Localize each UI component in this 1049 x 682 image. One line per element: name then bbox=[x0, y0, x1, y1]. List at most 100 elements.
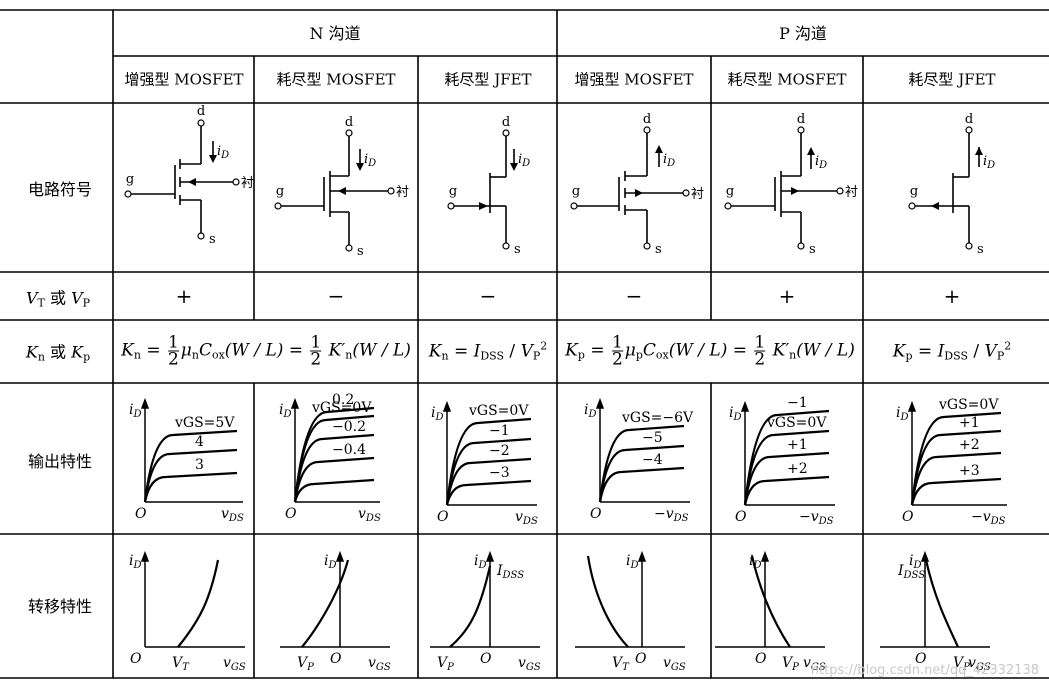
transfer-curve bbox=[924, 559, 960, 648]
curve-label-3: −0.2 bbox=[332, 419, 366, 435]
idss-label: IDSS bbox=[897, 563, 925, 581]
row-label-kn-kp: Kn 或 Kp bbox=[25, 342, 91, 364]
svg-text:s: s bbox=[809, 242, 816, 257]
curve-label-4: −3 bbox=[489, 465, 510, 481]
id-axis-label: iD bbox=[909, 553, 922, 571]
transfer-curve bbox=[586, 555, 629, 648]
curve-4 bbox=[293, 456, 375, 503]
sign-p-enh: − bbox=[625, 284, 643, 308]
output-plot-5: iD O −vDS −1 vGS=0V +1 +2 bbox=[729, 395, 835, 527]
svg-text:iD: iD bbox=[518, 152, 530, 169]
vgs-axis-label: vGS bbox=[518, 655, 541, 673]
type-p-dep-mosfet: 耗尽型 MOSFET bbox=[727, 70, 847, 89]
vds-axis-label: vDS bbox=[358, 506, 381, 524]
sign-n-enh: + bbox=[175, 284, 193, 308]
transfer-plot-3: iD O vGS VP IDSS bbox=[430, 550, 541, 673]
formula-p-jfet: Kp = IDSS / VP2 bbox=[892, 339, 1012, 363]
watermark: https://blog.csdn.net/qq_42332138 bbox=[810, 663, 1039, 678]
origin-label: O bbox=[635, 651, 647, 667]
curve-label-2: vGS=0V bbox=[766, 415, 827, 431]
svg-text:g: g bbox=[276, 184, 284, 199]
s-label: s bbox=[209, 232, 216, 247]
id-axis-label: iD bbox=[129, 553, 142, 571]
svg-text:衬: 衬 bbox=[845, 185, 858, 200]
origin-label: O bbox=[437, 509, 449, 525]
transfer-curve bbox=[301, 559, 350, 648]
n-channel-header: N 沟道 bbox=[309, 24, 361, 43]
curve-label-1: vGS=5V bbox=[174, 415, 235, 431]
transfer-plot-4: iD O vGS VT bbox=[575, 550, 686, 673]
id-axis-label: iD bbox=[129, 402, 142, 420]
sign-n-dep: − bbox=[327, 284, 345, 308]
curve-4 bbox=[445, 479, 532, 506]
curve-label-3: −2 bbox=[489, 443, 510, 459]
origin-label: O bbox=[915, 651, 927, 667]
id-axis-label: iD bbox=[279, 402, 292, 420]
id-axis-label: iD bbox=[324, 553, 337, 571]
origin-label: O bbox=[285, 506, 297, 522]
type-n-enh-mosfet: 增强型 MOSFET bbox=[124, 70, 244, 89]
symbol-n-enh-mosfet: d s g 衬 iD bbox=[124, 104, 254, 247]
sign-p-jfet: + bbox=[943, 284, 961, 308]
svg-text:g: g bbox=[449, 184, 457, 199]
threshold-label: VP bbox=[953, 655, 970, 673]
curve-3 bbox=[910, 451, 1002, 506]
curve-3 bbox=[598, 466, 685, 503]
curve-label-3: −4 bbox=[642, 452, 663, 468]
transfer-curve bbox=[449, 565, 492, 648]
row-label-symbol: 电路符号 bbox=[27, 180, 93, 199]
transfer-curve bbox=[177, 559, 220, 648]
symbol-p-enh-mosfet: d s g 衬 iD bbox=[570, 112, 704, 257]
transfer-curve bbox=[750, 555, 791, 648]
svg-text:d: d bbox=[345, 115, 353, 130]
type-p-enh-mosfet: 增强型 MOSFET bbox=[574, 70, 694, 89]
vds-axis-label: vDS bbox=[221, 506, 244, 524]
svg-text:iD: iD bbox=[983, 154, 995, 171]
svg-text:d: d bbox=[965, 112, 973, 127]
curve-label-3: +2 bbox=[959, 437, 980, 453]
svg-text:s: s bbox=[655, 242, 662, 257]
svg-text:iD: iD bbox=[663, 152, 675, 169]
curve-label-1: vGS=−6V bbox=[621, 410, 694, 426]
vgs-axis-label: vGS bbox=[968, 655, 991, 673]
idss-label: IDSS bbox=[496, 563, 524, 581]
curve-label-1: vGS=0V bbox=[938, 397, 999, 413]
svg-text:d: d bbox=[502, 115, 510, 130]
id-axis-label: iD bbox=[749, 553, 762, 571]
transfer-plot-2: iD O vGS VP bbox=[280, 550, 391, 673]
curve-4 bbox=[743, 475, 830, 506]
svg-text:g: g bbox=[572, 184, 580, 199]
threshold-label: VT bbox=[612, 655, 630, 673]
sign-p-dep: + bbox=[778, 284, 796, 308]
output-plot-4: iD O −vDS vGS=−6V −5 −4 bbox=[584, 397, 694, 524]
id-axis-label: iD bbox=[431, 405, 444, 423]
g-label: g bbox=[126, 172, 134, 187]
origin-label: O bbox=[735, 509, 747, 525]
id-label: iD bbox=[217, 144, 229, 161]
origin-label: O bbox=[755, 651, 767, 667]
curve-label-2: vGS=0V bbox=[311, 400, 372, 416]
vds-axis-label: −vDS bbox=[799, 509, 834, 527]
id-axis-label: iD bbox=[626, 553, 639, 571]
svg-text:d: d bbox=[643, 112, 651, 127]
curve-label-3: 3 bbox=[195, 457, 204, 473]
curve-label-2: +1 bbox=[959, 415, 980, 431]
threshold-label: VP bbox=[437, 655, 454, 673]
svg-text:s: s bbox=[977, 242, 984, 257]
curve-label-1: −1 bbox=[787, 395, 808, 411]
threshold-label: VT bbox=[172, 655, 190, 673]
curve-5 bbox=[293, 478, 375, 503]
vgs-axis-label: vGS bbox=[368, 655, 391, 673]
origin-label: O bbox=[130, 651, 142, 667]
substrate-label: 衬 bbox=[241, 176, 254, 191]
curve-3 bbox=[143, 471, 238, 503]
d-label: d bbox=[197, 104, 205, 119]
svg-text:g: g bbox=[726, 184, 734, 199]
vds-axis-label: −vDS bbox=[654, 506, 689, 524]
